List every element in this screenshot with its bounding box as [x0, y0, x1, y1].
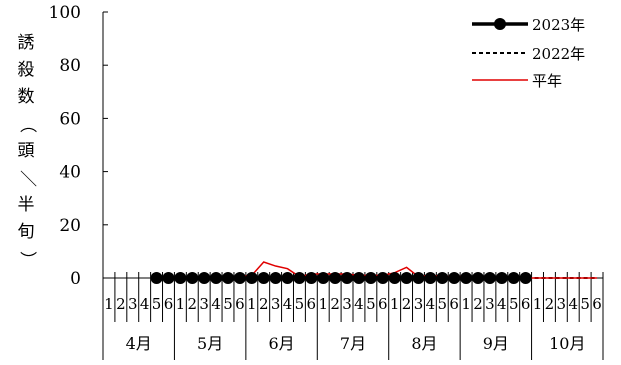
pentad-label: 2: [330, 295, 340, 313]
pentad-label: 1: [461, 295, 471, 313]
pentad-label: 6: [307, 295, 317, 313]
series-2023-point: [519, 272, 532, 284]
series-2023-point: [436, 272, 449, 284]
series-2023-point: [245, 272, 258, 284]
series-2023-point: [483, 272, 496, 284]
legend-label: 2023年: [532, 16, 585, 34]
series-2023-point: [352, 272, 365, 284]
series-2023-point: [448, 272, 461, 284]
pentad-label: 2: [259, 295, 269, 313]
series-2023-point: [364, 272, 377, 284]
month-label: 7月: [340, 334, 366, 353]
series-2023-point: [472, 272, 484, 284]
pentad-label: 2: [545, 295, 555, 313]
month-label: 6月: [268, 334, 294, 353]
y-axis-label-char: 誘: [17, 33, 35, 53]
series-2023-point: [376, 272, 389, 284]
series-2023-point: [198, 272, 211, 284]
pentad-label: 1: [176, 295, 186, 313]
series-2023-point: [412, 272, 425, 284]
series-2023-point: [257, 272, 270, 284]
pentad-label: 5: [509, 295, 519, 313]
pentad-label: 5: [152, 295, 162, 313]
pentad-label: 6: [592, 295, 602, 313]
pentad-label: 6: [235, 295, 245, 313]
pentad-label: 5: [438, 295, 448, 313]
series-2023-point: [150, 272, 163, 284]
series-2023-point: [305, 272, 318, 284]
pentad-label: 1: [247, 295, 257, 313]
series-2023-point: [329, 272, 342, 284]
series-2023-point: [162, 272, 175, 284]
y-axis-label: 誘殺数（頭／半旬）: [12, 30, 40, 273]
pentad-label: 2: [473, 295, 483, 313]
pentad-label: 4: [283, 295, 293, 313]
pentad-label: 4: [140, 295, 150, 313]
pentad-label: 6: [164, 295, 174, 313]
y-tick-label: 40: [59, 163, 81, 183]
y-tick-label: 100: [49, 3, 81, 23]
month-label: 5月: [197, 334, 223, 353]
pentad-label: 2: [402, 295, 412, 313]
y-axis-label-char: 数: [17, 87, 35, 107]
pentad-label: 5: [580, 295, 590, 313]
pentad-label: 4: [497, 295, 507, 313]
series-2023-point: [424, 272, 437, 284]
series-2023-point: [281, 272, 294, 284]
y-axis-label-char: 旬: [17, 222, 35, 242]
series-2023-point: [388, 272, 401, 284]
pentad-label: 4: [426, 295, 436, 313]
pentad-label: 6: [521, 295, 531, 313]
pentad-label: 5: [366, 295, 376, 313]
pentad-label: 2: [116, 295, 126, 313]
month-label: 8月: [411, 334, 437, 353]
series-2023-point: [460, 272, 473, 284]
pentad-label: 4: [354, 295, 364, 313]
series-2023-point: [174, 272, 187, 284]
series-2023-point: [233, 272, 246, 284]
series-2023-point: [400, 272, 413, 284]
pentad-label: 2: [188, 295, 198, 313]
y-axis-label-char: 半: [17, 195, 35, 215]
y-tick-label: 60: [59, 109, 81, 129]
pentad-label: 1: [390, 295, 400, 313]
pentad-label: 6: [449, 295, 459, 313]
series-2023-point: [222, 272, 234, 284]
series-2023-point: [507, 272, 520, 284]
series-2023-point: [293, 272, 306, 284]
series-2023-point: [317, 272, 330, 284]
series-2023-point: [269, 272, 282, 284]
pentad-label: 3: [271, 295, 281, 313]
series-2023-point: [495, 272, 508, 284]
pentad-label: 4: [211, 295, 221, 313]
pentad-label: 3: [128, 295, 138, 313]
pentad-label: 4: [568, 295, 578, 313]
month-label: 9月: [483, 334, 509, 353]
y-axis-label-char: 頭: [17, 141, 35, 161]
month-label: 10月: [549, 334, 585, 353]
series-2023-point: [341, 272, 354, 284]
y-axis-label-char: 殺: [17, 60, 35, 80]
pentad-label: 3: [485, 295, 495, 313]
legend-label: 平年: [532, 72, 562, 90]
y-tick-label: 80: [59, 56, 81, 76]
pentad-label: 1: [104, 295, 114, 313]
pentad-label: 1: [533, 295, 543, 313]
legend-label: 2022年: [532, 45, 585, 63]
pentad-label: 3: [557, 295, 567, 313]
pentad-label: 1: [318, 295, 328, 313]
pentad-label: 5: [223, 295, 233, 313]
series-2023-point: [210, 272, 223, 284]
month-label: 4月: [126, 334, 152, 353]
pentad-label: 3: [199, 295, 209, 313]
legend-2023-marker: [494, 18, 506, 30]
y-tick-label: 0: [70, 269, 81, 289]
pentad-label: 6: [378, 295, 388, 313]
pentad-label: 3: [342, 295, 352, 313]
pentad-label: 3: [414, 295, 424, 313]
pentad-label: 5: [295, 295, 305, 313]
series-2023-point: [186, 272, 199, 284]
y-tick-label: 20: [59, 216, 81, 236]
